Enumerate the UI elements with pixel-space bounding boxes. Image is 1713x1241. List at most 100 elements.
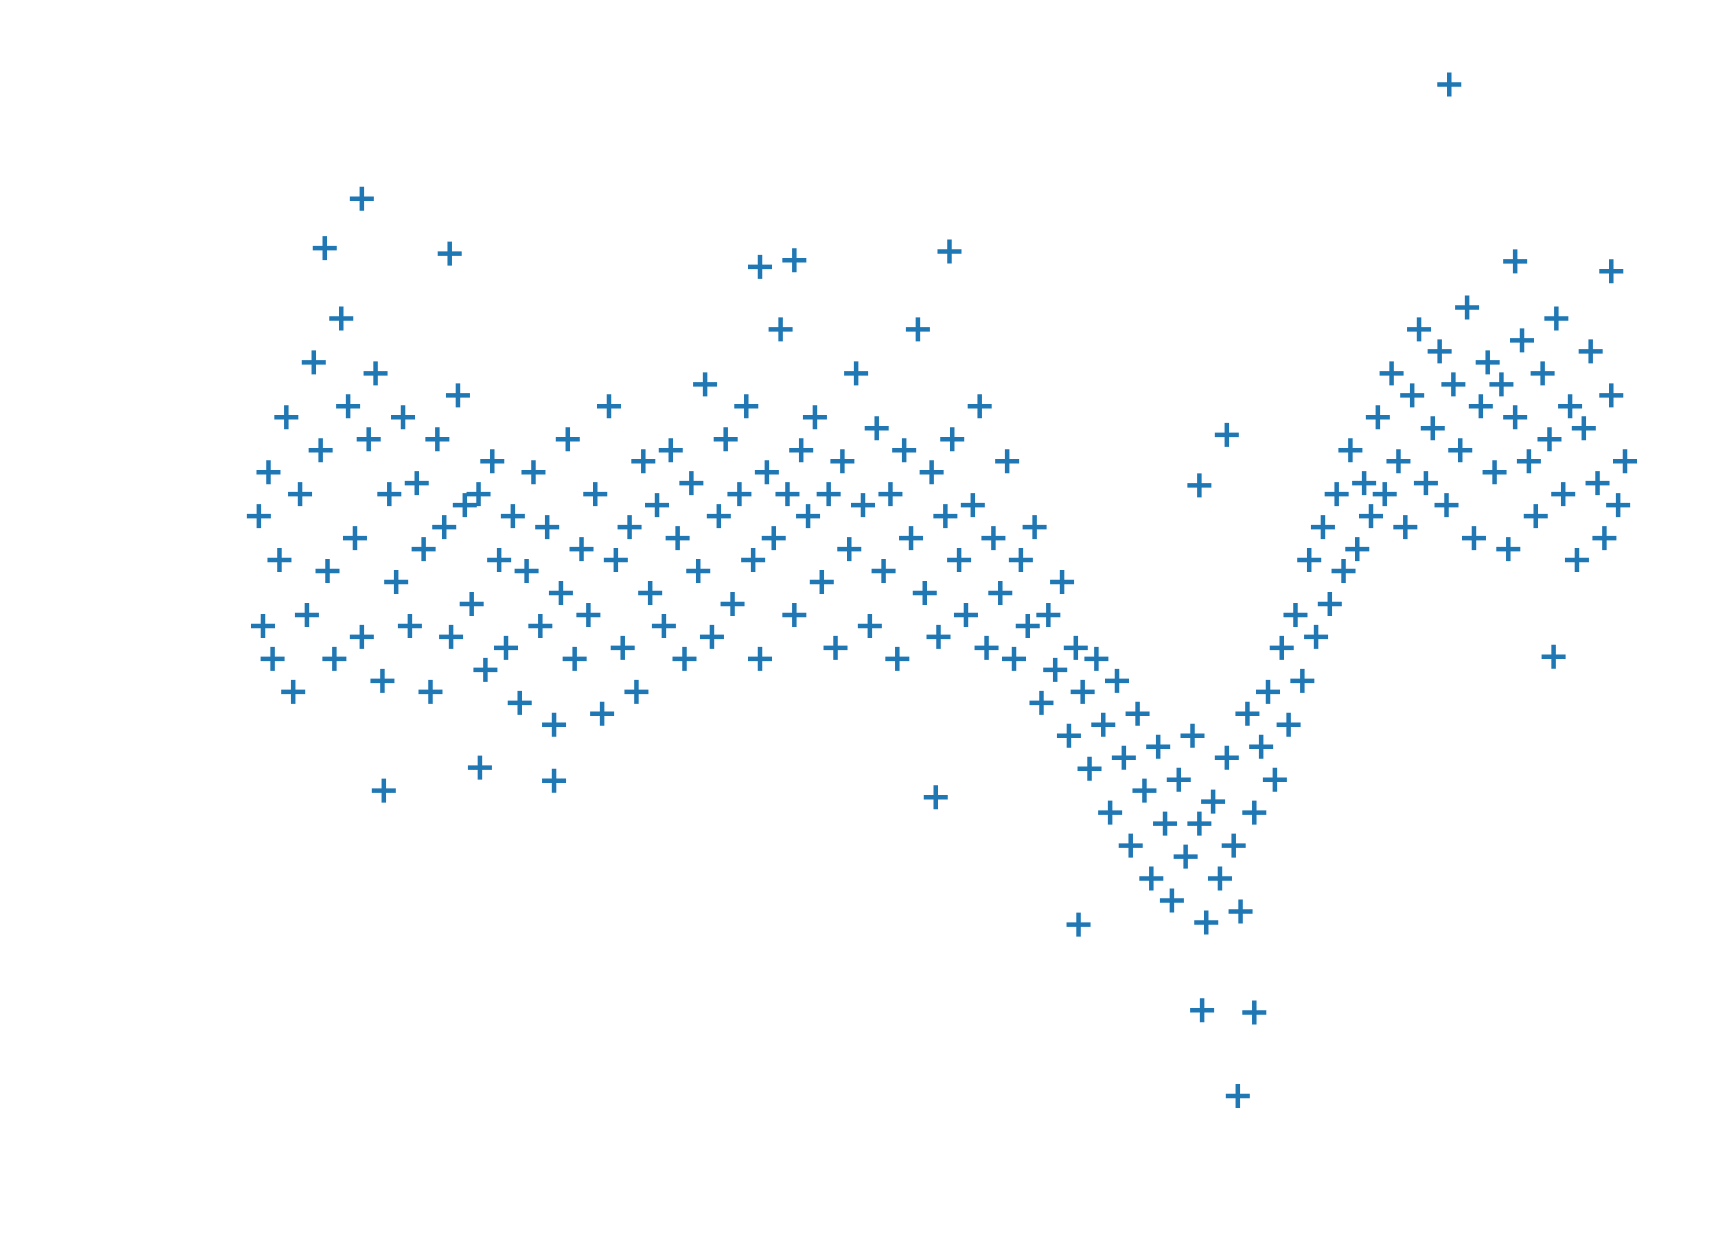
marker bbox=[1256, 679, 1281, 704]
marker bbox=[467, 755, 492, 780]
marker bbox=[590, 701, 615, 726]
marker bbox=[1455, 295, 1480, 320]
marker bbox=[356, 427, 381, 452]
marker bbox=[370, 668, 395, 693]
marker bbox=[294, 602, 319, 627]
marker bbox=[754, 460, 779, 485]
marker bbox=[1372, 482, 1397, 507]
marker bbox=[789, 438, 814, 463]
marker bbox=[1111, 745, 1136, 770]
marker bbox=[1358, 504, 1383, 529]
marker bbox=[1077, 756, 1102, 781]
marker bbox=[246, 504, 271, 529]
marker bbox=[1190, 998, 1215, 1023]
marker bbox=[1434, 493, 1459, 518]
marker bbox=[1056, 723, 1081, 748]
marker bbox=[988, 581, 1013, 605]
marker bbox=[1132, 778, 1157, 803]
marker bbox=[686, 559, 711, 584]
marker bbox=[576, 602, 601, 627]
marker bbox=[1437, 72, 1462, 97]
marker bbox=[658, 438, 683, 463]
marker bbox=[1585, 471, 1610, 496]
marker bbox=[782, 248, 807, 273]
marker bbox=[1084, 646, 1109, 671]
marker bbox=[802, 405, 827, 430]
marker bbox=[363, 361, 388, 386]
marker bbox=[1146, 734, 1171, 759]
marker bbox=[693, 372, 718, 397]
marker bbox=[583, 482, 608, 507]
marker bbox=[1262, 767, 1287, 792]
marker bbox=[1564, 548, 1589, 573]
marker bbox=[1249, 734, 1274, 759]
marker bbox=[1104, 668, 1129, 693]
marker bbox=[1400, 383, 1425, 408]
marker bbox=[937, 239, 962, 264]
marker bbox=[349, 186, 374, 211]
marker bbox=[1242, 800, 1267, 825]
marker bbox=[905, 317, 930, 342]
marker bbox=[645, 493, 670, 518]
marker bbox=[1098, 800, 1123, 825]
marker bbox=[1345, 537, 1370, 562]
marker bbox=[1599, 383, 1624, 408]
marker bbox=[548, 581, 573, 605]
marker bbox=[342, 526, 367, 551]
marker bbox=[432, 515, 457, 540]
marker bbox=[315, 559, 340, 584]
marker bbox=[1475, 350, 1500, 375]
marker bbox=[596, 394, 621, 419]
marker bbox=[995, 449, 1020, 474]
marker bbox=[1276, 712, 1301, 737]
marker bbox=[871, 559, 896, 584]
marker bbox=[267, 548, 292, 573]
marker bbox=[1008, 548, 1033, 573]
marker bbox=[1541, 644, 1566, 669]
marker bbox=[1015, 613, 1040, 638]
marker bbox=[651, 613, 676, 638]
marker bbox=[1002, 646, 1027, 671]
marker bbox=[1214, 745, 1239, 770]
marker bbox=[1221, 833, 1246, 858]
marker bbox=[466, 482, 491, 507]
marker bbox=[617, 515, 642, 540]
marker bbox=[1420, 416, 1445, 441]
marker bbox=[967, 394, 992, 419]
marker bbox=[1043, 657, 1068, 682]
marker bbox=[1324, 482, 1349, 507]
marker bbox=[734, 394, 759, 419]
marker bbox=[885, 646, 910, 671]
marker bbox=[1091, 712, 1116, 737]
marker bbox=[1036, 602, 1061, 627]
marker bbox=[1407, 317, 1432, 342]
marker bbox=[391, 405, 416, 430]
marker bbox=[1187, 473, 1212, 498]
marker bbox=[256, 460, 281, 485]
marker bbox=[437, 241, 462, 266]
marker bbox=[823, 635, 848, 660]
marker bbox=[1352, 471, 1377, 496]
marker bbox=[1187, 811, 1212, 836]
marker bbox=[459, 591, 484, 616]
marker bbox=[555, 427, 580, 452]
marker bbox=[521, 460, 546, 485]
marker bbox=[638, 581, 663, 605]
marker bbox=[761, 526, 786, 551]
marker bbox=[706, 504, 731, 529]
marker bbox=[480, 449, 505, 474]
marker bbox=[933, 504, 958, 529]
marker bbox=[1510, 328, 1535, 353]
marker bbox=[741, 548, 766, 573]
marker bbox=[308, 438, 333, 463]
marker bbox=[1225, 1083, 1250, 1108]
marker bbox=[1166, 767, 1191, 792]
marker bbox=[336, 394, 361, 419]
marker bbox=[500, 504, 525, 529]
marker bbox=[281, 679, 306, 704]
marker bbox=[850, 493, 875, 518]
marker bbox=[1606, 493, 1631, 518]
marker bbox=[411, 537, 436, 562]
marker bbox=[397, 613, 422, 638]
